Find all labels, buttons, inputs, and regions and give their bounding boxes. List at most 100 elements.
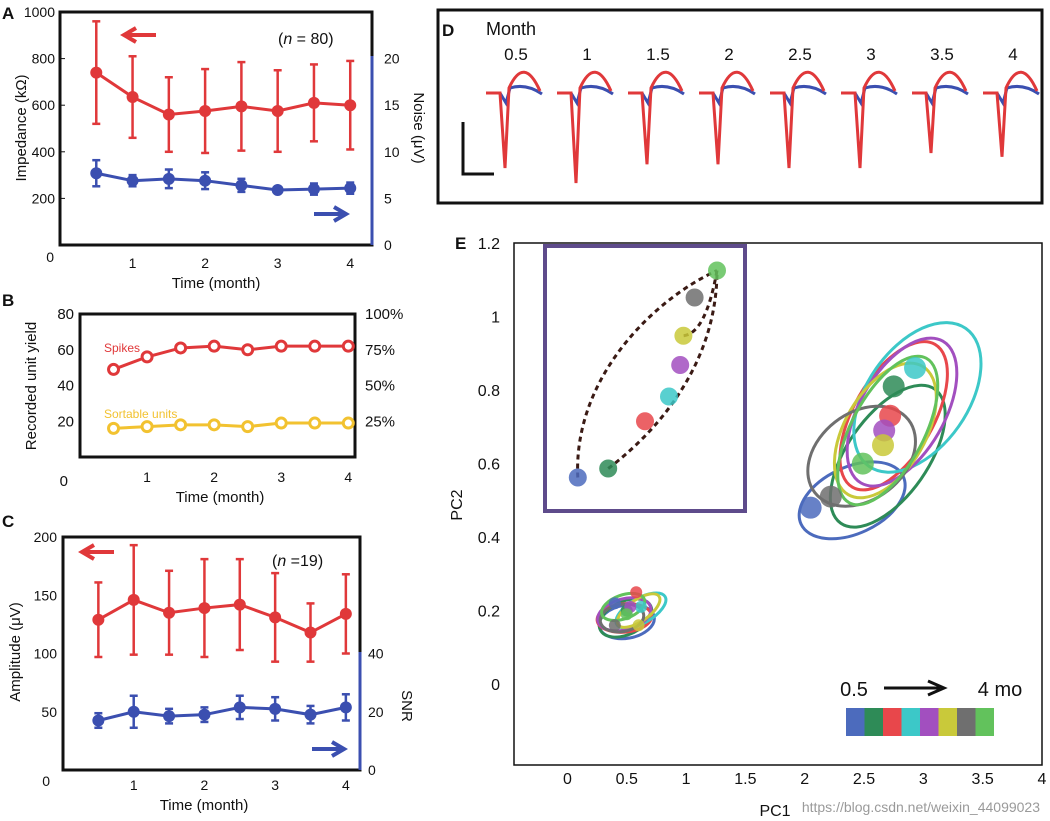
cluster1-centroid <box>608 619 621 632</box>
series-line-0 <box>97 598 347 635</box>
panel-a: 200 400 600 800 1000 0 1 2 3 4 0 5 10 15 20 Time (month… <box>13 4 427 292</box>
y-tick-label: 0 <box>60 473 68 490</box>
data-point <box>198 708 211 721</box>
legend-swatch <box>901 708 920 736</box>
waveform-noise <box>628 85 685 107</box>
y2-tick-label: 15 <box>384 97 400 113</box>
y2-tick-label: 100% <box>365 306 403 323</box>
x-tick-label: 0.5 <box>616 771 638 788</box>
legend-swatch <box>864 708 883 736</box>
data-point <box>341 339 355 353</box>
y-tick-label: 0 <box>42 773 50 789</box>
month-label: 0.5 <box>504 45 528 64</box>
cluster2-centroid <box>851 452 874 475</box>
cluster2-centroid <box>904 356 927 379</box>
data-point <box>233 598 246 611</box>
y-tick-label: 0.2 <box>478 604 500 621</box>
data-point <box>344 182 357 195</box>
y2-axis-label: SNR <box>398 690 415 722</box>
panel-c: 50 100 150 200 0 0 20 40 1 2 3 4 Time (month) Amplitu… <box>7 529 415 814</box>
data-point <box>235 100 248 113</box>
inset-point <box>599 459 618 478</box>
n-label-part: n <box>283 31 292 48</box>
legend-swatch <box>920 708 939 736</box>
x-axis-label: Time (month) <box>176 489 265 506</box>
x-tick-label: 1.5 <box>734 771 756 788</box>
inset-point <box>671 356 690 374</box>
data-point <box>162 172 175 185</box>
x-tick-label: 2.5 <box>853 771 875 788</box>
data-point <box>304 708 317 721</box>
data-point <box>241 420 255 434</box>
data-point <box>90 167 103 180</box>
x-tick-label: 3 <box>277 469 285 485</box>
month-label: 4 <box>1008 45 1017 64</box>
data-point <box>199 105 212 118</box>
data-point <box>339 701 352 714</box>
inset-point <box>685 288 704 307</box>
arrow-right-icon <box>312 740 348 758</box>
n-label-part: = 80) <box>292 31 333 48</box>
legend-end-label: 4 mo <box>978 679 1022 701</box>
legend-swatch <box>957 708 976 736</box>
data-point <box>162 108 175 121</box>
data-point <box>90 66 103 79</box>
y2-tick-label: 75% <box>365 342 395 359</box>
data-point <box>163 710 176 723</box>
y-axis-label: Amplitude (μV) <box>7 602 24 702</box>
cluster2-centroid <box>819 485 842 508</box>
waveform-spike <box>983 70 1039 157</box>
y-tick-label: 0.6 <box>478 457 500 474</box>
series-label-spikes: Spikes <box>104 341 140 355</box>
series-line-0 <box>95 71 351 117</box>
data-point <box>241 343 255 357</box>
y2-axis-label: Noise (μV) <box>410 92 427 163</box>
y2-tick-label: 50% <box>365 378 395 395</box>
y-axis-label: Impedance (kΩ) <box>13 74 30 181</box>
cluster1-centroid <box>632 619 645 632</box>
y-tick-label: 1.2 <box>478 236 500 253</box>
inset-point <box>708 261 726 280</box>
x-tick-label: 2 <box>201 777 209 793</box>
data-point <box>307 183 320 196</box>
x-tick-label: 1 <box>682 771 691 788</box>
month-label: 2 <box>724 45 733 64</box>
arrow-left-icon <box>78 543 114 561</box>
data-point <box>269 702 282 715</box>
panel-d: Month 0.5 1 1.5 2 2.5 3 3.5 4 <box>436 8 1044 205</box>
cluster2-centroid <box>799 496 822 519</box>
y-tick-label: 400 <box>32 144 56 160</box>
y-tick-label: 100 <box>34 646 58 662</box>
data-point <box>233 701 246 714</box>
waveform-spike <box>486 70 542 169</box>
inset-point <box>568 468 587 487</box>
waveform-noise <box>557 85 614 107</box>
x-tick-label: 4 <box>346 255 354 271</box>
month-label: 2.5 <box>788 45 812 64</box>
y-tick-label: 40 <box>57 378 74 395</box>
y2-tick-label: 20 <box>384 51 400 67</box>
y-tick-label: 800 <box>32 51 56 67</box>
n-label: (n = 80) <box>278 31 334 48</box>
y2-tick-label: 10 <box>384 144 400 160</box>
inset-trajectory <box>607 270 719 470</box>
waveform-spike <box>557 70 613 184</box>
panel-letter-b: B <box>2 291 14 310</box>
legend-start-label: 0.5 <box>840 679 868 701</box>
data-point <box>127 593 140 606</box>
data-point <box>140 350 154 364</box>
data-point <box>271 184 284 197</box>
cluster2-ellipse <box>836 354 940 507</box>
x-axis-label: PC1 <box>759 803 790 820</box>
y-tick-label: 1 <box>491 310 500 327</box>
x-tick-label: 2 <box>800 771 809 788</box>
data-point <box>198 602 211 615</box>
n-label-part: ( <box>272 553 278 570</box>
data-point <box>269 611 282 624</box>
panel-letter-c: C <box>2 512 14 531</box>
month-header: Month <box>486 19 536 39</box>
inset-point <box>636 412 654 431</box>
waveform-noise <box>770 85 827 107</box>
waveform-noise <box>699 85 756 107</box>
legend-swatch <box>975 708 994 736</box>
